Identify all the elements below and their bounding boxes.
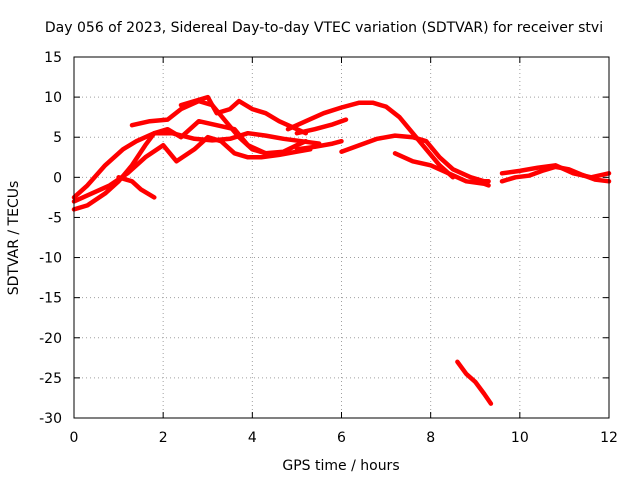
series-track-k <box>392 151 491 188</box>
series-track-j <box>294 138 344 152</box>
chart-title: Day 056 of 2023, Sidereal Day-to-day VTE… <box>45 20 603 36</box>
y-tick-label: -15 <box>39 291 62 307</box>
grid <box>74 57 609 418</box>
y-tick-label: -20 <box>39 331 62 347</box>
y-tick-label: -10 <box>39 251 62 267</box>
series-track-a <box>71 130 322 200</box>
series-track-h <box>294 117 349 136</box>
series-track-f <box>116 175 157 200</box>
y-tick-label: 0 <box>53 170 62 186</box>
y-tick-label: 10 <box>44 90 62 106</box>
x-tick-label: 12 <box>600 430 618 446</box>
y-tick-label: 5 <box>53 130 62 146</box>
x-tick-label: 4 <box>248 430 257 446</box>
y-tick-label: -5 <box>48 210 62 226</box>
series-track-m <box>499 163 612 180</box>
series-track-g <box>285 100 456 180</box>
x-tick-label: 0 <box>70 430 79 446</box>
axis-ticks: 0 2 4 6 8 10 12 -30 -25 -20 -15 -10 -5 0 5 10 15 <box>39 50 618 446</box>
series-track-n <box>455 359 494 406</box>
x-tick-label: 10 <box>511 430 529 446</box>
plot-series <box>71 94 612 406</box>
x-tick-label: 6 <box>337 430 346 446</box>
y-axis-label: SDTVAR / TECUs <box>6 181 22 296</box>
y-tick-label: -30 <box>39 411 62 427</box>
x-axis-label: GPS time / hours <box>282 458 399 474</box>
series-track-i <box>339 133 491 184</box>
series-track-e <box>178 94 309 136</box>
y-tick-label: 15 <box>44 50 62 66</box>
x-tick-label: 8 <box>426 430 435 446</box>
y-tick-label: -25 <box>39 371 62 387</box>
x-tick-label: 2 <box>159 430 168 446</box>
series-track-d <box>129 98 309 156</box>
